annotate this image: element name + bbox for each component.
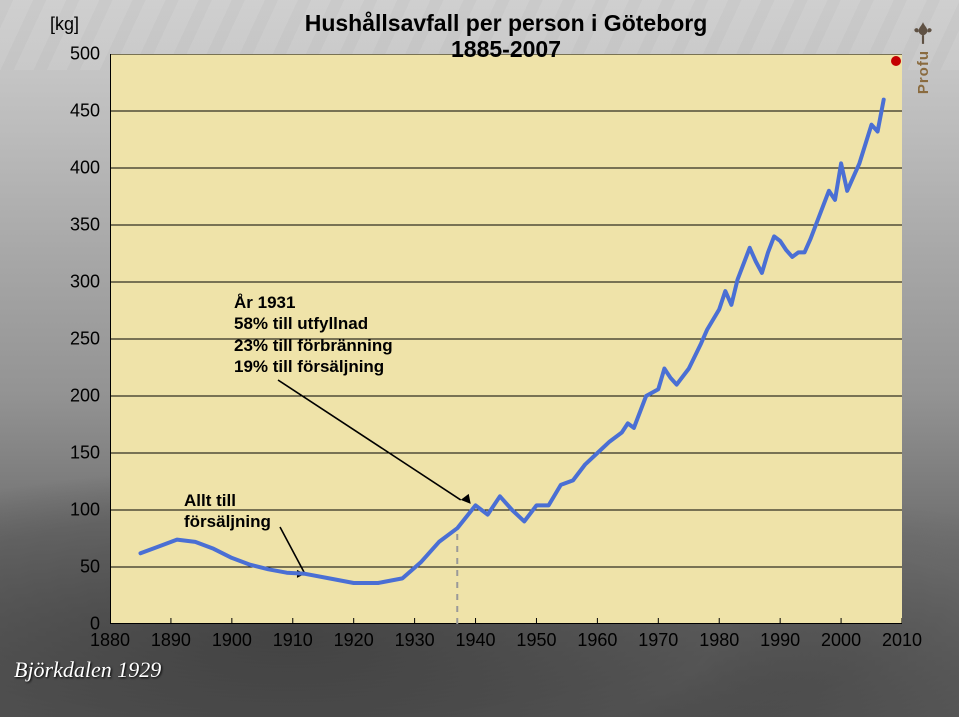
y-tick-label: 100 bbox=[50, 500, 100, 521]
x-tick-label: 1940 bbox=[456, 630, 496, 651]
tree-icon bbox=[910, 20, 936, 46]
line-chart: Hushållsavfall per person i Göteborg 188… bbox=[110, 54, 902, 624]
y-tick-label: 300 bbox=[50, 272, 100, 293]
y-tick-label: 250 bbox=[50, 329, 100, 350]
logo-text: Profu bbox=[915, 50, 932, 94]
x-tick-label: 1910 bbox=[273, 630, 313, 651]
annotation-sell: Allt till försäljning bbox=[184, 490, 271, 533]
y-tick-label: 350 bbox=[50, 215, 100, 236]
plot-area bbox=[110, 54, 902, 624]
y-tick-label: 500 bbox=[50, 44, 100, 65]
x-tick-label: 1880 bbox=[90, 630, 130, 651]
x-tick-label: 1950 bbox=[516, 630, 556, 651]
series-end-marker bbox=[891, 56, 901, 66]
x-tick-label: 1890 bbox=[151, 630, 191, 651]
x-tick-label: 1920 bbox=[334, 630, 374, 651]
x-tick-label: 1960 bbox=[577, 630, 617, 651]
y-axis-unit: [kg] bbox=[50, 14, 79, 35]
x-tick-label: 1980 bbox=[699, 630, 739, 651]
x-tick-label: 1970 bbox=[638, 630, 678, 651]
profu-logo: Profu bbox=[903, 20, 943, 94]
y-tick-label: 50 bbox=[50, 557, 100, 578]
y-tick-label: 200 bbox=[50, 386, 100, 407]
y-tick-label: 150 bbox=[50, 443, 100, 464]
photo-caption: Björkdalen 1929 bbox=[14, 657, 161, 683]
annotation-1931: År 1931 58% till utfyllnad 23% till förb… bbox=[234, 292, 393, 377]
y-tick-label: 450 bbox=[50, 101, 100, 122]
x-tick-label: 1930 bbox=[395, 630, 435, 651]
x-tick-label: 1900 bbox=[212, 630, 252, 651]
x-tick-label: 1990 bbox=[760, 630, 800, 651]
y-tick-label: 400 bbox=[50, 158, 100, 179]
x-tick-label: 2010 bbox=[882, 630, 922, 651]
x-tick-label: 2000 bbox=[821, 630, 861, 651]
